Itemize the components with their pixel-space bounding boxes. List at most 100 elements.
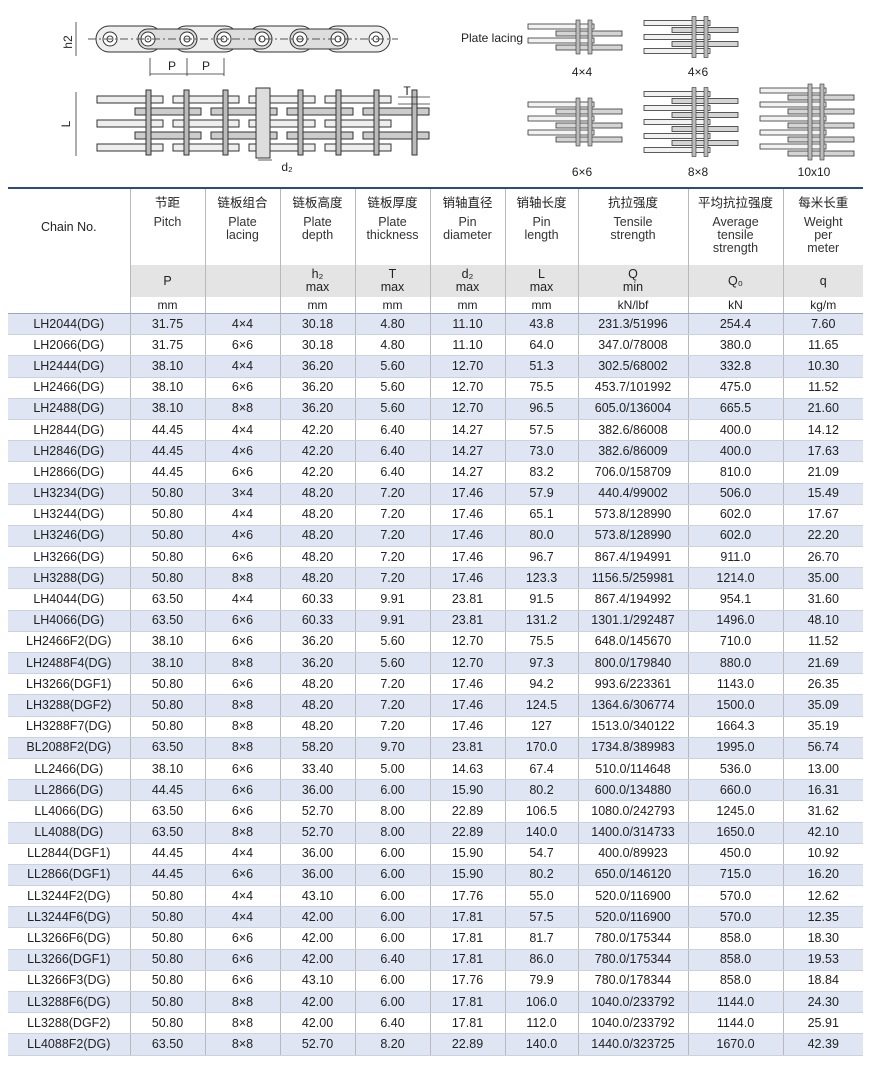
table-cell: 660.0 — [687, 779, 783, 802]
dimension-label: T — [403, 84, 411, 98]
table-cell: 26.35 — [782, 673, 863, 696]
table-cell: 4×6 — [204, 525, 280, 548]
table-row: LL2844(DGF1) 44.45 4×4 36.00 6.00 15.90 54.7 40… — [8, 843, 863, 865]
table-cell: 11.65 — [782, 334, 863, 357]
table-cell: 43.10 — [279, 970, 355, 993]
table-cell: 5.60 — [354, 652, 430, 675]
table-cell: 4×4 — [204, 843, 280, 865]
table-cell: 780.0/175344 — [577, 949, 688, 971]
unit-cell — [204, 297, 280, 314]
icon-plate — [759, 143, 827, 150]
table-cell: 60.33 — [279, 588, 355, 611]
table-row: LH2444(DG) 38.10 4×4 36.20 5.60 12.70 51.3 302.… — [8, 355, 863, 378]
table-cell: 8×8 — [204, 991, 280, 1014]
chain-number: LH2846(DG) — [8, 440, 130, 463]
icon-pin — [807, 83, 813, 161]
table-cell: 31.75 — [129, 313, 205, 336]
header-en: strength — [610, 228, 656, 242]
chain-number: LL3244F6(DG) — [8, 906, 130, 929]
symbol-cell: Q₀ — [687, 265, 783, 297]
table-row: LH2466F2(DG) 38.10 6×6 36.20 5.60 12.70 75.5 64… — [8, 631, 863, 654]
lacing-icons — [527, 16, 855, 161]
plate — [134, 131, 202, 140]
table-cell: 6×6 — [204, 631, 280, 654]
header-cell: 销轴直径 Pin diameter — [429, 188, 505, 265]
table-cell: 780.0/178344 — [577, 970, 688, 993]
icon-pin — [575, 97, 581, 147]
header-zh: 链板组合 — [217, 196, 268, 210]
table-cell: 520.0/116900 — [577, 885, 688, 908]
table-cell: 12.62 — [782, 885, 863, 908]
header-symbol: max — [529, 280, 554, 294]
table-cell: 6.00 — [354, 970, 430, 993]
header-en: diameter — [443, 228, 492, 242]
table-cell: 83.2 — [504, 461, 578, 484]
table-cell: 50.80 — [129, 525, 205, 548]
table-cell: 6×6 — [204, 970, 280, 993]
unit-cell: kN — [687, 297, 783, 314]
table-cell: 867.4/194992 — [577, 588, 688, 611]
dimension-label: P — [168, 59, 176, 73]
icon-pin — [691, 87, 697, 157]
table-cell: 22.89 — [429, 1033, 505, 1056]
table-cell: 55.0 — [504, 885, 578, 908]
table-cell: 400.0 — [687, 419, 783, 442]
table-row: LH3244(DG) 50.80 4×4 48.20 7.20 17.46 65.1 573.… — [8, 504, 863, 526]
chain-number: LH2444(DG) — [8, 355, 130, 378]
pin — [145, 89, 152, 156]
table-row: LH2866(DG) 44.45 6×6 42.20 6.40 14.27 83.2 706.… — [8, 461, 863, 484]
header-cell — [8, 265, 130, 297]
table-cell: 15.49 — [782, 483, 863, 505]
table-cell: 48.20 — [279, 546, 355, 569]
table-cell: 17.63 — [782, 440, 863, 463]
table-cell: 1670.0 — [687, 1033, 783, 1056]
table-row: LL4066(DG) 63.50 6×6 52.70 8.00 22.89 106.5 108… — [8, 800, 863, 823]
table-cell: 50.80 — [129, 567, 205, 590]
table-cell: 400.0 — [687, 440, 783, 463]
table-cell: 30.18 — [279, 334, 355, 357]
header-symbol: T — [388, 267, 397, 281]
table-cell: 1144.0 — [687, 1012, 783, 1035]
unit-cell: mm — [354, 297, 430, 314]
header-en: Average — [712, 215, 759, 229]
icon-plate — [759, 115, 827, 122]
pin — [222, 89, 229, 156]
table-cell: 36.20 — [279, 652, 355, 675]
table-cell: 911.0 — [687, 546, 783, 569]
table-cell: 6.00 — [354, 843, 430, 865]
table-cell: 42.00 — [279, 991, 355, 1014]
header-zh: 平均抗拉强度 — [697, 196, 773, 210]
table-cell: 605.0/136004 — [577, 398, 688, 420]
plate — [210, 131, 278, 140]
table-cell: 17.67 — [782, 504, 863, 526]
header-en: Plate — [378, 215, 407, 229]
table-cell: 1040.0/233792 — [577, 1012, 688, 1035]
table-cell: 17.46 — [429, 546, 505, 569]
table-row: LL4088F2(DG) 63.50 8×8 52.70 8.20 22.89 140.0 1… — [8, 1033, 863, 1056]
lacing-label: 8×8 — [688, 165, 709, 179]
table-cell: 1734.8/389983 — [577, 737, 688, 759]
table-cell: 21.69 — [782, 652, 863, 675]
symbol-cell: h₂ max — [279, 265, 355, 297]
icon-plate — [643, 147, 711, 153]
table-cell: 1144.0 — [687, 991, 783, 1014]
plate — [248, 95, 316, 104]
header-unit: kN/lbf — [617, 297, 649, 312]
chain-number: LL2866(DGF1) — [8, 864, 130, 887]
table-cell: 50.80 — [129, 927, 205, 950]
plate — [248, 119, 316, 128]
header-cell: 销轴长度 Pin length — [504, 188, 578, 265]
table-cell: 858.0 — [687, 949, 783, 971]
table-cell: 3×4 — [204, 483, 280, 505]
icon-plate — [643, 91, 711, 97]
table-cell: 48.20 — [279, 504, 355, 526]
header-symbol: q — [819, 273, 827, 288]
table-cell: 23.81 — [429, 737, 505, 759]
table-cell: 650.0/146120 — [577, 864, 688, 887]
table-cell: 17.46 — [429, 694, 505, 717]
table-cell: 35.19 — [782, 716, 863, 738]
header-zh: 节距 — [154, 196, 180, 210]
